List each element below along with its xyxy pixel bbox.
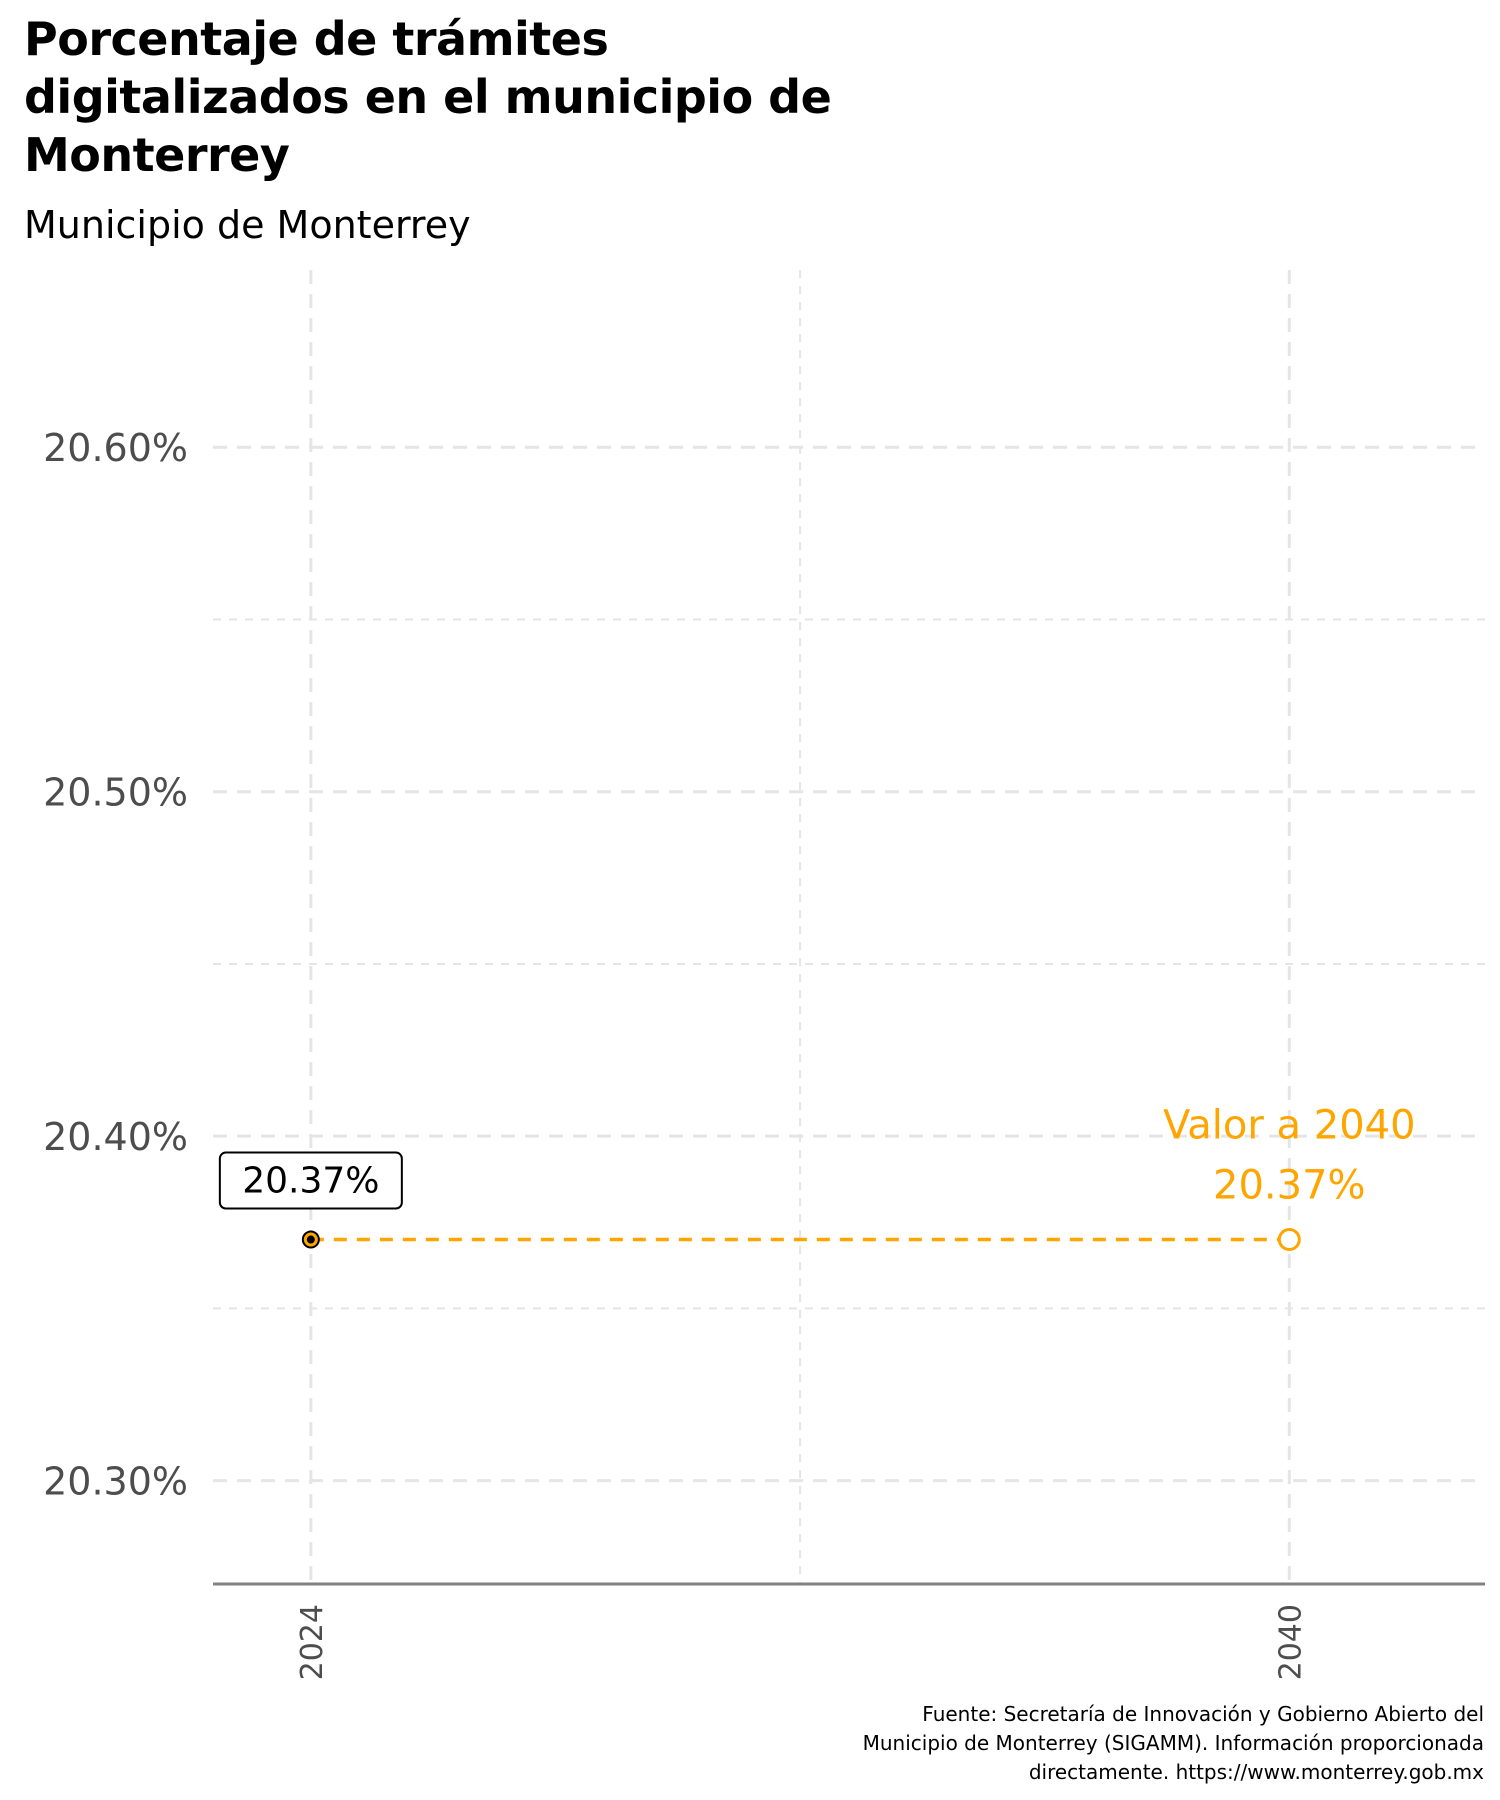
data-point-2024 [303,1232,318,1247]
x-tick-label: 2024 [295,1604,330,1680]
chart-subtitle: Municipio de Monterrey [24,203,471,247]
y-tick-label: 20.30% [43,1460,188,1504]
data-label-2024: 20.37% [242,1161,379,1202]
line-chart: 20.30% 20.40% 20.50% 20.60% 2024 2040 20.37% Va… [43,270,1485,1680]
data-label-box [218,1151,403,1210]
chart-title: Porcentaje de trámites digitalizados en … [24,10,924,184]
y-tick-label: 20.60% [43,426,188,470]
chart-caption: Fuente: Secretaría de Innovación y Gobie… [584,1700,1484,1787]
data-point-2040 [1277,1228,1301,1252]
x-tick-label: 2040 [1273,1604,1308,1680]
caption-line: Municipio de Monterrey (SIGAMM). Informa… [862,1731,1484,1755]
annotation-value: 20.37% [1213,1163,1366,1209]
chart-title-line: Porcentaje de trámites [24,12,609,66]
chart-title-line: Monterrey [24,128,290,182]
chart-title-line: digitalizados en el municipio de [24,70,832,124]
y-tick-label: 20.40% [43,1115,188,1159]
caption-line: Fuente: Secretaría de Innovación y Gobie… [922,1702,1484,1726]
annotation-title: Valor a 2040 [1163,1103,1416,1149]
y-tick-label: 20.50% [43,771,188,815]
caption-line: directamente. https://www.monterrey.gob.… [1028,1760,1484,1784]
